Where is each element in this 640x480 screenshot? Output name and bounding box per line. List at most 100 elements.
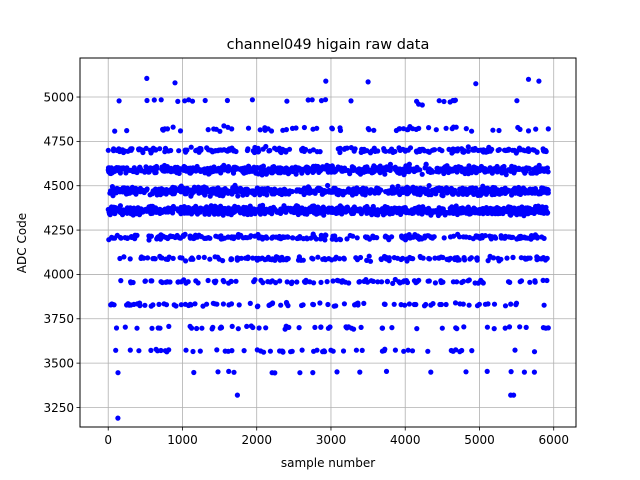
- data-point: [454, 279, 460, 285]
- data-point: [497, 189, 503, 195]
- data-point: [344, 236, 350, 242]
- data-point: [294, 279, 300, 285]
- data-point: [407, 235, 413, 241]
- data-point: [343, 208, 349, 214]
- data-point: [442, 210, 448, 216]
- data-point: [163, 302, 170, 308]
- data-point: [355, 302, 361, 308]
- data-point: [540, 188, 546, 194]
- data-point: [340, 348, 347, 354]
- data-point: [513, 149, 519, 155]
- data-point: [423, 161, 429, 167]
- data-point: [198, 147, 204, 153]
- data-point: [486, 144, 492, 150]
- data-point: [352, 146, 358, 152]
- data-point: [544, 190, 550, 196]
- data-point: [181, 167, 187, 173]
- data-point: [540, 277, 546, 283]
- data-point: [373, 211, 379, 218]
- data-point: [480, 183, 486, 189]
- data-point: [529, 234, 535, 241]
- data-point: [234, 185, 240, 191]
- data-point: [297, 370, 303, 376]
- data-point: [225, 124, 231, 130]
- data-point: [278, 165, 285, 171]
- data-point: [439, 325, 445, 331]
- data-point: [453, 325, 459, 331]
- data-point: [341, 301, 347, 307]
- data-point: [317, 300, 323, 306]
- data-point: [211, 165, 217, 172]
- data-point: [161, 162, 168, 169]
- data-point: [160, 233, 166, 239]
- data-point: [379, 279, 385, 285]
- data-point: [355, 206, 361, 212]
- data-point: [147, 192, 153, 198]
- data-point: [433, 127, 439, 133]
- data-point: [216, 166, 222, 172]
- data-point: [385, 190, 391, 196]
- data-point: [423, 190, 429, 196]
- x-tick-label: 4000: [390, 433, 421, 447]
- data-point: [494, 166, 500, 173]
- data-point: [359, 347, 365, 353]
- data-point: [197, 205, 203, 211]
- data-point: [498, 233, 504, 239]
- data-point: [447, 210, 453, 216]
- data-point: [474, 303, 481, 309]
- data-point: [279, 348, 285, 354]
- data-point: [242, 255, 249, 261]
- data-point: [202, 211, 208, 217]
- data-point: [484, 324, 490, 330]
- data-point: [310, 301, 316, 307]
- data-point: [502, 325, 508, 331]
- outlier-point: [323, 78, 329, 84]
- data-point: [514, 98, 520, 104]
- data-point: [228, 256, 234, 262]
- data-point: [490, 255, 497, 261]
- data-point: [175, 279, 181, 285]
- data-point: [300, 257, 306, 263]
- data-point: [404, 208, 410, 214]
- data-point: [512, 347, 518, 353]
- data-point: [430, 301, 436, 307]
- data-point: [475, 147, 481, 154]
- data-point: [301, 279, 308, 285]
- data-point: [140, 149, 146, 156]
- data-point: [469, 128, 475, 134]
- data-point: [289, 188, 295, 195]
- data-point: [278, 302, 284, 308]
- data-point: [531, 210, 537, 216]
- data-point: [146, 169, 152, 175]
- data-point: [183, 347, 189, 353]
- data-point: [463, 126, 469, 132]
- data-point: [283, 148, 289, 154]
- data-point: [217, 203, 224, 209]
- data-point: [392, 347, 398, 353]
- data-point: [299, 170, 305, 176]
- data-point: [314, 347, 320, 353]
- data-point: [474, 255, 480, 261]
- data-point: [116, 98, 122, 104]
- data-point: [396, 126, 402, 132]
- data-point: [396, 205, 402, 211]
- data-point: [466, 163, 472, 169]
- data-point: [296, 254, 302, 260]
- data-point: [363, 277, 369, 283]
- data-point: [325, 166, 332, 173]
- data-point: [247, 300, 253, 306]
- data-point: [395, 255, 401, 261]
- data-point: [428, 192, 434, 198]
- data-point: [194, 188, 201, 194]
- data-point: [299, 302, 305, 309]
- data-point: [242, 169, 248, 175]
- data-point: [181, 204, 187, 210]
- data-point: [166, 323, 172, 329]
- data-point: [461, 324, 467, 330]
- data-point: [544, 210, 550, 216]
- data-point: [211, 126, 217, 132]
- data-point: [188, 193, 194, 199]
- data-point: [220, 301, 226, 307]
- data-point: [182, 147, 188, 153]
